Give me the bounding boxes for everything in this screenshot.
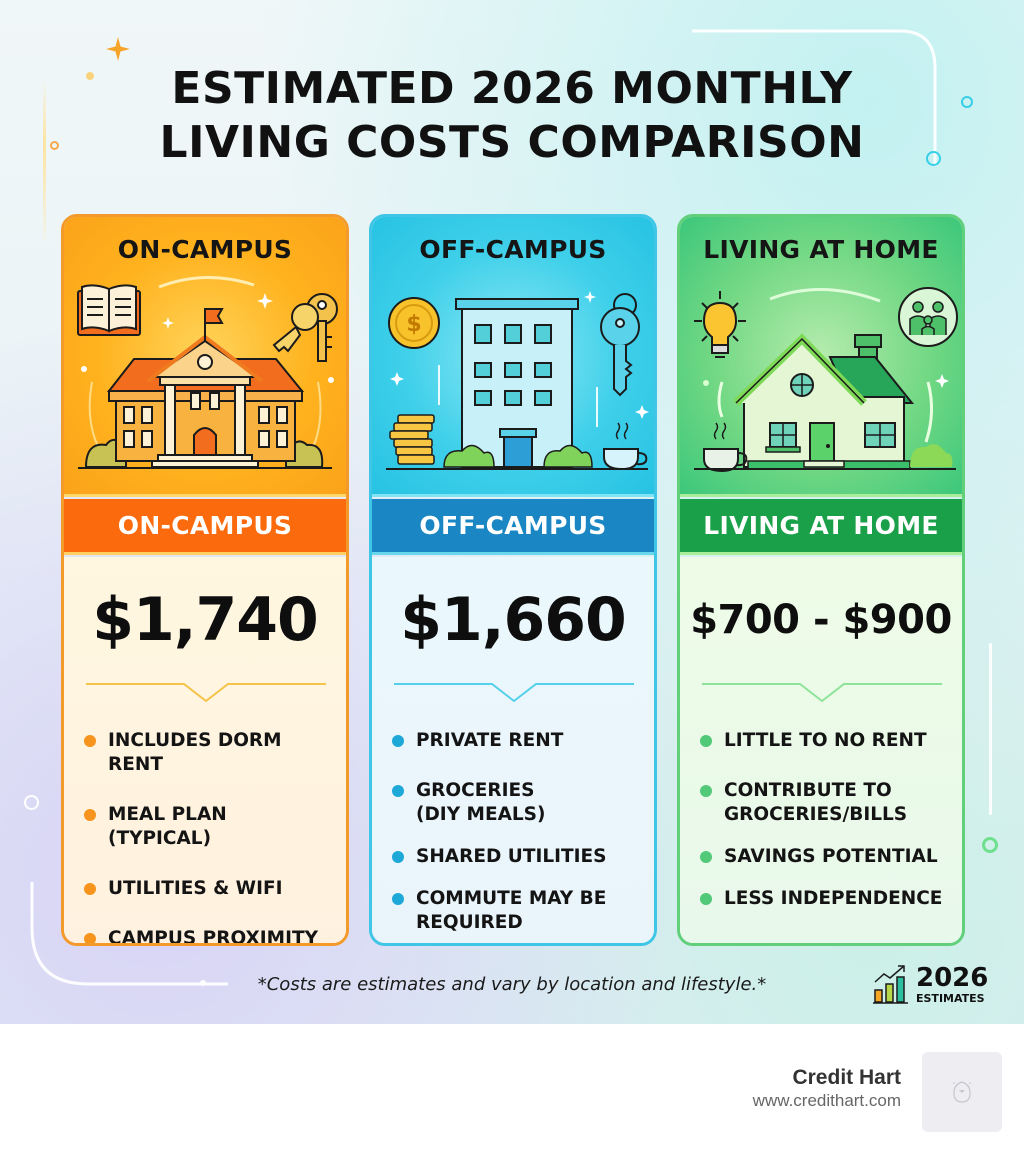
card-band-label: ON-CAMPUS <box>64 499 346 555</box>
card-band-label: OFF-CAMPUS <box>372 499 654 555</box>
decor-dot-yellow <box>86 72 94 80</box>
coin-stack-icon <box>389 414 435 465</box>
feature-item: SAVINGS POTENTIAL <box>700 845 952 869</box>
card-hero: $ <box>372 217 654 497</box>
bullet-dot <box>84 735 96 747</box>
feature-item: CAMPUS PROXIMITY <box>84 927 336 943</box>
price-value: $700 - $900 <box>690 597 952 643</box>
sparkle-icon <box>106 37 130 61</box>
family-icon <box>898 287 958 347</box>
title-line-2: LIVING COSTS COMPARISON <box>159 117 865 168</box>
feature-item: INCLUDES DORM RENT <box>84 729 336 777</box>
dollar-coin-icon: $ <box>388 297 440 349</box>
card-details: $700 - $900 LITTLE TO NO RENT CONTRIBUTE… <box>680 557 962 943</box>
card-hero-title: OFF-CAMPUS <box>419 235 607 264</box>
footer: Credit Hart www.credithart.com <box>0 1024 1024 1154</box>
bullet-dot <box>700 735 712 747</box>
price-value: $1,740 <box>92 585 319 655</box>
feature-item: UTILITIES & WIFI <box>84 877 336 901</box>
house-illustration <box>694 287 958 473</box>
price-value: $1,660 <box>400 585 627 655</box>
feature-item: LITTLE TO NO RENT <box>700 729 952 753</box>
feature-item: GROCERIES (DIY MEALS) <box>392 779 644 827</box>
bullet-dot <box>392 735 404 747</box>
feature-list: PRIVATE RENT GROCERIES (DIY MEALS) SHARE… <box>392 729 644 943</box>
card-hero-title: LIVING AT HOME <box>703 235 939 264</box>
bullet-dot <box>84 883 96 895</box>
decor-curve-bottom-left <box>30 882 228 986</box>
footnote: *Costs are estimates and vary by locatio… <box>257 974 767 995</box>
decor-ring-white <box>24 795 39 810</box>
decor-line-left <box>43 80 46 240</box>
university-illustration <box>77 276 338 469</box>
lightbulb-icon <box>694 291 746 358</box>
house-icon <box>733 333 915 470</box>
decor-dot-white <box>200 980 206 986</box>
title-line-1: ESTIMATED 2026 MONTHLY <box>171 63 853 114</box>
card-hero: LIVING AT HOME <box>680 217 962 497</box>
feature-item: PRIVATE RENT <box>392 729 644 753</box>
bullet-dot <box>700 893 712 905</box>
divider-chevron <box>394 683 634 703</box>
apartment-illustration: $ <box>386 291 649 471</box>
feature-item: COMMUTE MAY BE REQUIRED <box>392 887 644 935</box>
feature-item: CONTRIBUTE TO GROCERIES/BILLS <box>700 779 952 827</box>
decor-curve-top-right <box>692 29 937 166</box>
bullet-dot <box>84 933 96 943</box>
card-details: $1,660 PRIVATE RENT GROCERIES (DIY MEALS… <box>372 557 654 943</box>
key-icon <box>600 293 640 397</box>
page-title: ESTIMATED 2026 MONTHLY LIVING COSTS COMP… <box>0 62 1024 170</box>
feature-item: MEAL PLAN (TYPICAL) <box>84 803 336 851</box>
divider-chevron <box>86 683 326 703</box>
brand-name: Credit Hart <box>792 1066 901 1089</box>
brand-logo-icon <box>953 1081 971 1103</box>
keys-icon <box>272 293 338 362</box>
card-details: $1,740 INCLUDES DORM RENT MEAL PLAN (TYP… <box>64 557 346 943</box>
open-book-icon <box>77 284 141 336</box>
card-living-at-home: LIVING AT HOME LIVING AT HOME $700 - $90… <box>677 214 965 946</box>
card-band-label: LIVING AT HOME <box>680 499 962 555</box>
bullet-dot <box>392 785 404 797</box>
brand-url[interactable]: www.credithart.com <box>752 1091 901 1110</box>
decor-ring-green <box>982 837 998 853</box>
bullet-dot <box>392 851 404 863</box>
feature-list: INCLUDES DORM RENT MEAL PLAN (TYPICAL) U… <box>84 729 336 943</box>
coffee-cup-icon <box>603 422 648 471</box>
infographic: ESTIMATED 2026 MONTHLY LIVING COSTS COMP… <box>0 0 1024 1024</box>
card-on-campus: ON-CAMPUS ON-CAMPUS $1,740 INCLUDES DORM… <box>61 214 349 946</box>
svg-text:$: $ <box>406 312 421 337</box>
apartment-building-icon <box>455 298 579 468</box>
bullet-dot <box>700 851 712 863</box>
feature-list: LITTLE TO NO RENT CONTRIBUTE TO GROCERIE… <box>700 729 952 937</box>
brand-logo <box>922 1052 1002 1132</box>
bullet-dot <box>700 785 712 797</box>
card-hero: ON-CAMPUS <box>64 217 346 497</box>
card-off-campus: $ <box>369 214 657 946</box>
decor-ring-cyan-2 <box>926 151 941 166</box>
coffee-cup-icon <box>703 422 748 473</box>
card-hero-title: ON-CAMPUS <box>117 235 293 264</box>
badge-label: ESTIMATES <box>916 991 985 1005</box>
university-building-icon <box>106 308 305 468</box>
badge-year: 2026 <box>916 962 989 993</box>
decor-ring-orange <box>50 141 59 150</box>
bullet-dot <box>392 893 404 905</box>
estimates-badge: 2026 ESTIMATES <box>872 962 1002 1006</box>
decor-line-right <box>989 643 992 815</box>
decor-ring-cyan-1 <box>961 96 973 108</box>
feature-item: LESS INDEPENDENCE <box>700 887 952 911</box>
bar-chart-growth-icon <box>873 965 908 1004</box>
bullet-dot <box>84 809 96 821</box>
divider-chevron <box>702 683 942 703</box>
feature-item: SHARED UTILITIES <box>392 845 644 869</box>
